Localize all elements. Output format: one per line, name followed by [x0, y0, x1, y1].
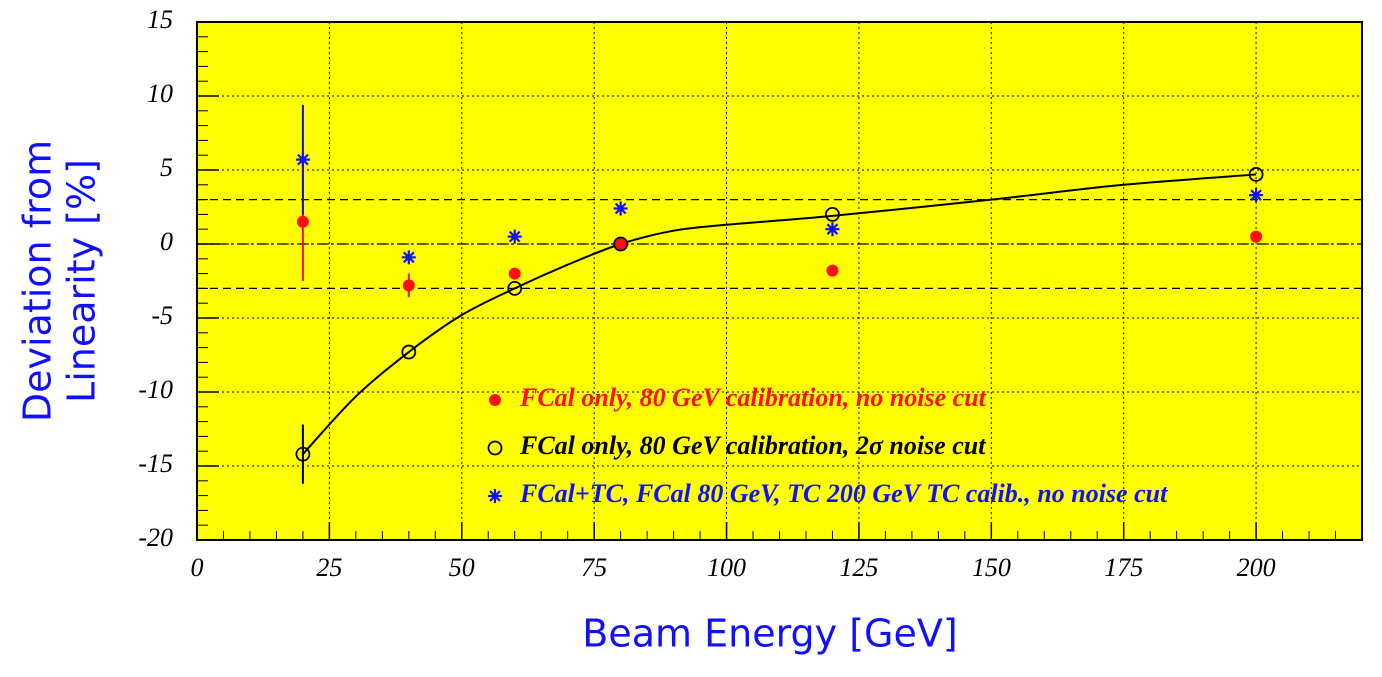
data-point	[825, 206, 840, 222]
data-point	[507, 229, 522, 244]
x-tick-label: 175	[1104, 553, 1143, 582]
x-tick-label: 100	[707, 553, 746, 582]
data-point	[295, 152, 310, 167]
y-axis-label-line: Linearity [%]	[60, 159, 104, 403]
data-point	[826, 264, 839, 277]
data-point	[401, 250, 416, 265]
data-point	[825, 222, 840, 237]
data-point	[295, 446, 311, 462]
plot-frame	[196, 21, 1363, 541]
y-tick-label: -5	[151, 301, 173, 330]
data-point	[402, 279, 415, 292]
y-tick-label: 15	[147, 5, 173, 34]
legend-label: FCal only, 80 GeV calibration, no noise …	[519, 383, 987, 412]
legend-label: FCal only, 80 GeV calibration, 2σ noise …	[519, 431, 986, 460]
legend-label: FCal+TC, FCal 80 GeV, TC 200 GeV TC cali…	[519, 479, 1168, 508]
y-tick-label: 0	[160, 227, 173, 256]
fit-curve	[302, 173, 1257, 455]
data-point	[614, 238, 627, 250]
legend-marker	[487, 440, 503, 456]
y-axis-label-line: Deviation from	[16, 140, 60, 422]
data-point	[401, 344, 417, 360]
data-point	[613, 236, 629, 252]
data-point	[1249, 188, 1264, 203]
y-tick-label: -15	[138, 449, 173, 478]
x-tick-label: 0	[191, 553, 204, 582]
legend-marker	[488, 489, 502, 503]
data-point	[507, 280, 523, 296]
x-tick-label: 200	[1237, 553, 1276, 582]
plot-area	[197, 22, 1362, 540]
x-tick-label: 125	[839, 553, 878, 582]
y-axis-label: Deviation from Linearity [%]	[16, 140, 104, 422]
x-tick-label: 25	[316, 553, 342, 582]
y-tick-label: 5	[160, 153, 173, 182]
y-tick-label: -10	[138, 375, 173, 404]
data-point	[296, 215, 309, 228]
x-tick-label: 75	[581, 553, 607, 582]
data-point	[508, 267, 521, 280]
legend-marker	[489, 394, 501, 406]
y-tick-label: 10	[147, 79, 173, 108]
x-axis-label: Beam Energy [GeV]	[582, 612, 957, 656]
x-tick-label: 150	[972, 553, 1011, 582]
data-point	[1248, 167, 1264, 182]
data-point	[1250, 230, 1263, 243]
y-tick-label: -20	[138, 523, 173, 552]
x-tick-label: 50	[449, 553, 475, 582]
data-point	[613, 201, 628, 216]
